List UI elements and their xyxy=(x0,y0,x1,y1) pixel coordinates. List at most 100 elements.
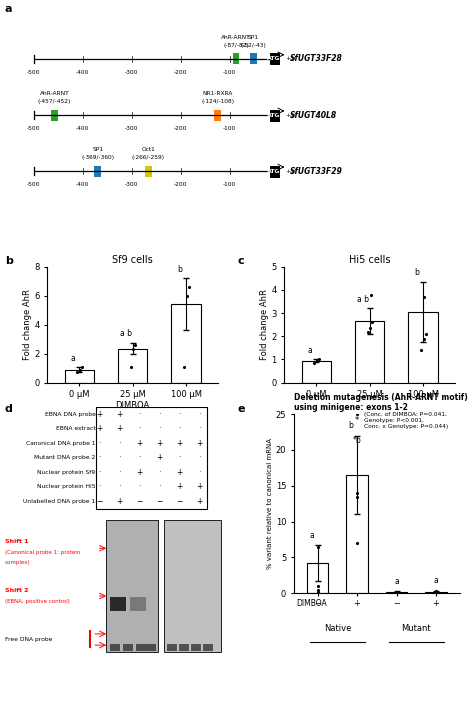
Text: b: b xyxy=(349,421,354,430)
Text: ATG: ATG xyxy=(267,56,281,61)
Text: +: + xyxy=(116,410,122,419)
Bar xyxy=(250,53,256,65)
Text: ·: · xyxy=(98,439,100,448)
Text: Unlabelled DNA probe 1: Unlabelled DNA probe 1 xyxy=(23,499,96,504)
Text: ·: · xyxy=(198,425,201,433)
Bar xyxy=(270,166,279,177)
Bar xyxy=(191,644,201,651)
Text: ·: · xyxy=(138,482,140,491)
Text: SfUGT40L8: SfUGT40L8 xyxy=(290,110,337,119)
Text: −: − xyxy=(136,497,142,506)
Text: +: + xyxy=(136,468,142,477)
Text: −: − xyxy=(176,497,182,506)
Bar xyxy=(123,644,133,651)
Text: ·: · xyxy=(158,410,160,419)
Text: -400: -400 xyxy=(76,126,89,131)
Text: +1: +1 xyxy=(285,56,295,61)
Text: ATG: ATG xyxy=(267,168,281,173)
Bar xyxy=(94,166,101,177)
Text: +: + xyxy=(136,439,142,448)
Bar xyxy=(270,110,279,121)
Text: ·: · xyxy=(158,482,160,491)
Y-axis label: Fold change AhR: Fold change AhR xyxy=(23,289,32,360)
Bar xyxy=(346,475,368,593)
Bar xyxy=(214,110,221,121)
Text: ·: · xyxy=(178,410,181,419)
Text: a: a xyxy=(71,354,75,363)
Text: +: + xyxy=(156,439,163,448)
Text: a: a xyxy=(434,576,438,585)
Text: ·: · xyxy=(118,482,120,491)
Text: (Conc. of DIMBOA: P=0.041,
Genotype: P<0.001,
Conc. x Genotype: P=0.044): (Conc. of DIMBOA: P=0.041, Genotype: P<0… xyxy=(364,412,448,429)
Y-axis label: % variant relative to canonical mRNA: % variant relative to canonical mRNA xyxy=(267,438,273,569)
Text: ·: · xyxy=(118,439,120,448)
Text: ·: · xyxy=(138,425,140,433)
Text: AhR-ARNT: AhR-ARNT xyxy=(40,91,69,96)
Text: -400: -400 xyxy=(76,69,89,75)
Text: +: + xyxy=(196,439,202,448)
Text: ·: · xyxy=(178,425,181,433)
Bar xyxy=(136,644,146,651)
Text: -100: -100 xyxy=(223,69,236,75)
Text: a: a xyxy=(308,346,312,355)
Text: -500: -500 xyxy=(27,126,40,131)
Text: -300: -300 xyxy=(125,126,138,131)
Text: a: a xyxy=(394,577,399,586)
Text: -400: -400 xyxy=(76,182,89,187)
Bar xyxy=(110,597,126,611)
Text: (-52/-43): (-52/-43) xyxy=(240,43,266,48)
Text: Native: Native xyxy=(324,625,351,633)
Title: Sf9 cells: Sf9 cells xyxy=(112,255,153,265)
Text: a: a xyxy=(5,4,12,13)
Text: ·: · xyxy=(158,425,160,433)
Text: −: − xyxy=(156,497,163,506)
Text: ·: · xyxy=(138,410,140,419)
Text: SP1: SP1 xyxy=(92,147,103,152)
Bar xyxy=(118,349,147,383)
Text: EBNA DNA probe: EBNA DNA probe xyxy=(45,412,96,417)
Text: −: − xyxy=(314,600,321,608)
Text: Oct1: Oct1 xyxy=(141,147,155,152)
Text: +: + xyxy=(176,439,182,448)
Text: EBNA extract: EBNA extract xyxy=(56,426,96,432)
Text: -200: -200 xyxy=(174,182,187,187)
Text: +: + xyxy=(354,600,361,608)
Text: NR1-RXRA: NR1-RXRA xyxy=(203,91,233,96)
Text: complex): complex) xyxy=(5,559,30,565)
Text: ·: · xyxy=(198,468,201,477)
Bar xyxy=(233,53,239,65)
Text: e: e xyxy=(237,404,245,413)
Text: ·: · xyxy=(98,482,100,491)
Bar xyxy=(51,110,58,121)
Bar xyxy=(65,369,94,383)
Text: ·: · xyxy=(198,453,201,463)
Text: -300: -300 xyxy=(125,69,138,75)
Text: -200: -200 xyxy=(174,126,187,131)
Text: Canonical DNA probe 1: Canonical DNA probe 1 xyxy=(26,441,96,446)
Text: ·: · xyxy=(118,453,120,463)
Text: SfUGT33F28: SfUGT33F28 xyxy=(290,54,342,63)
Bar xyxy=(307,563,328,593)
Text: ·: · xyxy=(198,410,201,419)
Text: c: c xyxy=(237,256,244,266)
Text: Shift 2: Shift 2 xyxy=(5,588,28,593)
Text: Mutant DNA probe 2: Mutant DNA probe 2 xyxy=(34,456,96,461)
Text: −: − xyxy=(393,600,400,608)
Bar xyxy=(425,592,447,593)
Text: +1: +1 xyxy=(285,112,295,117)
Text: (-124/-108): (-124/-108) xyxy=(201,99,235,104)
Text: +1: +1 xyxy=(285,168,295,173)
Bar xyxy=(167,644,177,651)
Text: +: + xyxy=(196,482,202,491)
Text: (-87/-82): (-87/-82) xyxy=(223,43,249,48)
Text: -500: -500 xyxy=(27,182,40,187)
Bar xyxy=(130,597,146,611)
Text: -200: -200 xyxy=(174,69,187,75)
Text: *b: *b xyxy=(353,436,361,444)
Bar xyxy=(97,407,207,509)
Text: *: * xyxy=(355,416,359,425)
Text: +: + xyxy=(156,453,163,463)
Text: a: a xyxy=(309,531,314,540)
Text: b: b xyxy=(177,265,182,274)
Text: +: + xyxy=(433,600,439,608)
